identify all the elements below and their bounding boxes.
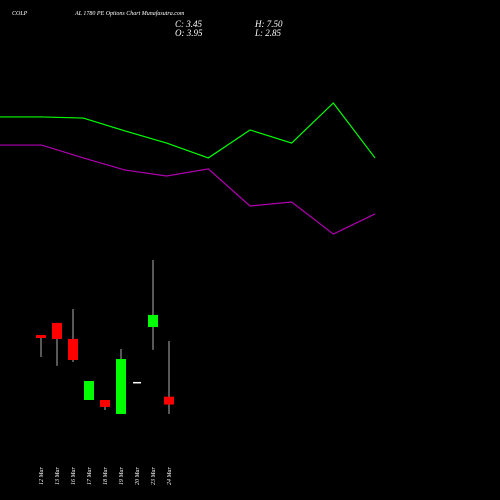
ohlc-high: H: 7.50 (254, 19, 283, 29)
candle-body (116, 359, 126, 414)
x-tick-label: 20 Mar (135, 467, 141, 485)
chart-title-left: COLP (12, 11, 28, 17)
candle-body (68, 338, 78, 360)
x-tick-label: 17 Mar (87, 467, 93, 485)
candle-body (133, 381, 141, 384)
ohlc-open: O: 3.95 (175, 28, 203, 38)
chart-title: AL 1780 PE Options Chart Munafasutra.com (74, 10, 185, 17)
x-tick-label: 18 Mar (103, 467, 109, 485)
candle-body (84, 381, 94, 400)
candle-body (164, 396, 174, 405)
line-series (0, 144, 376, 235)
candle-body (52, 322, 62, 339)
candle-body (148, 314, 158, 328)
x-tick-label: 13 Mar (55, 467, 61, 485)
x-tick-label: 12 Mar (39, 467, 45, 485)
line-series (0, 102, 376, 159)
candle-body (100, 400, 110, 407)
x-tick-label: 24 Mar (166, 467, 173, 485)
x-tick-label: 16 Mar (71, 467, 77, 485)
x-tick-label: 19 Mar (119, 467, 125, 485)
candle-body (36, 335, 46, 338)
ohlc-close: C: 3.45 (175, 19, 203, 29)
x-tick-label: 23 Mar (151, 467, 157, 485)
ohlc-low: L: 2.85 (254, 28, 282, 38)
